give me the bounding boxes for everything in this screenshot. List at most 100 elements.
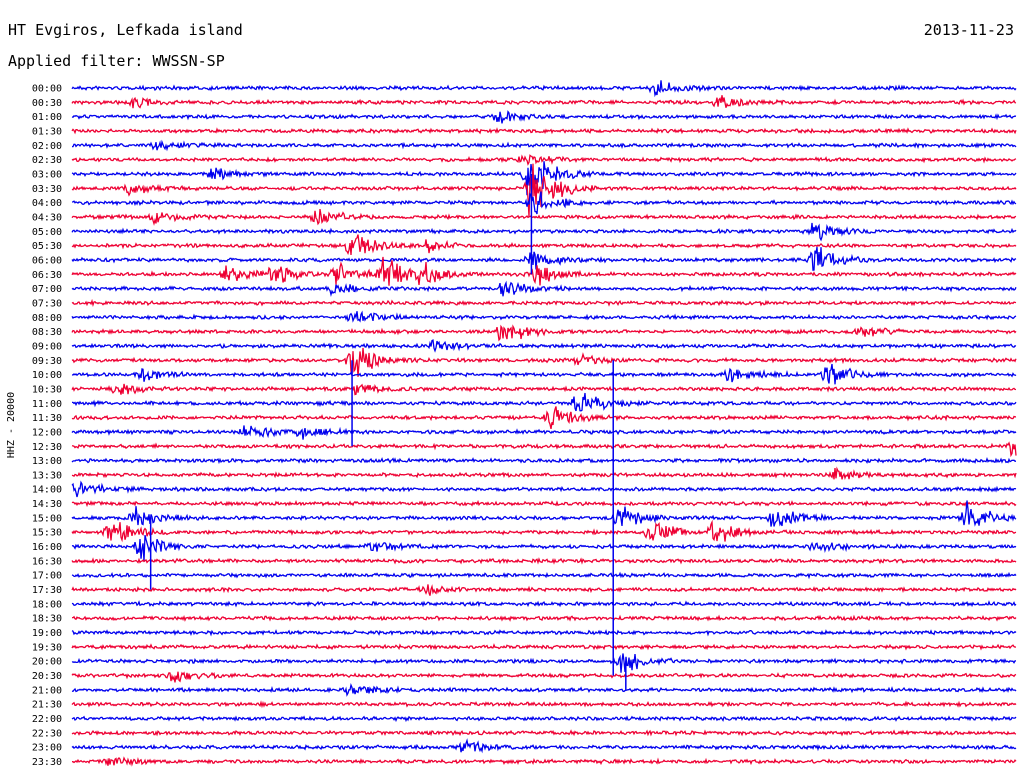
time-tick-label: 10:00 xyxy=(32,370,62,381)
trace-line xyxy=(71,682,1017,697)
time-tick-label: 00:00 xyxy=(32,84,62,95)
time-tick-label: 15:30 xyxy=(32,528,62,539)
station-title: HT Evgiros, Lefkada island xyxy=(8,21,243,39)
trace-line xyxy=(71,519,1017,543)
time-tick-label: 20:00 xyxy=(32,657,62,668)
trace-line xyxy=(71,653,1016,673)
time-tick-label: 06:30 xyxy=(32,270,62,281)
trace-line xyxy=(71,163,1017,217)
time-tick-label: 18:00 xyxy=(32,599,62,610)
trace-line xyxy=(71,441,1017,458)
time-tick-label: 09:30 xyxy=(32,356,62,367)
time-tick-label: 00:30 xyxy=(32,98,62,109)
trace-line xyxy=(71,671,1017,683)
trace-group xyxy=(71,80,1017,767)
channel-label: HHZ - 20000 xyxy=(6,392,17,458)
trace-line xyxy=(71,500,1017,527)
time-tick-label: 16:00 xyxy=(32,542,62,553)
trace-line xyxy=(71,127,1017,135)
trace-line xyxy=(71,110,1017,124)
trace-line xyxy=(71,161,1017,196)
spike-group xyxy=(149,173,627,690)
trace-line xyxy=(71,466,1017,481)
time-tick-label: 17:00 xyxy=(32,571,62,582)
time-tick-label: 12:30 xyxy=(32,442,62,453)
trace-line xyxy=(71,643,1017,651)
time-tick-label: 21:00 xyxy=(32,685,62,696)
trace-line xyxy=(71,95,1017,109)
trace-line xyxy=(71,324,1017,342)
time-tick-label: 13:30 xyxy=(32,470,62,481)
trace-line xyxy=(71,535,1017,562)
trace-line xyxy=(71,715,1017,723)
time-tick-label: 15:00 xyxy=(32,513,62,524)
time-tick-label: 14:00 xyxy=(32,485,62,496)
trace-line xyxy=(71,614,1017,622)
time-tick-label: 19:30 xyxy=(32,642,62,653)
time-tick-group: 00:00 00:30 01:00 01:30 02:00 02:30 03:00 03:30… xyxy=(32,84,62,769)
trace-line xyxy=(71,629,1017,637)
trace-line xyxy=(71,738,1017,754)
trace-line xyxy=(71,310,1017,323)
time-tick-label: 22:00 xyxy=(32,714,62,725)
time-tick-label: 03:00 xyxy=(32,169,62,180)
trace-line xyxy=(71,729,1017,737)
time-tick-label: 14:30 xyxy=(32,499,62,510)
time-tick-label: 07:30 xyxy=(32,298,62,309)
trace-line xyxy=(71,480,1017,498)
trace-line xyxy=(72,392,1017,412)
trace-line xyxy=(71,347,1017,377)
trace-line xyxy=(71,339,1017,353)
time-tick-label: 12:00 xyxy=(32,427,62,438)
trace-line xyxy=(71,499,1017,508)
time-tick-label: 11:30 xyxy=(32,413,62,424)
trace-line xyxy=(71,256,1017,286)
time-tick-label: 18:30 xyxy=(32,614,62,625)
time-tick-label: 05:00 xyxy=(32,227,62,238)
trace-line xyxy=(71,154,1017,166)
time-tick-label: 19:00 xyxy=(32,628,62,639)
date-label: 2013-11-23 xyxy=(923,21,1014,39)
time-tick-label: 04:30 xyxy=(32,212,62,223)
time-tick-label: 02:30 xyxy=(32,155,62,166)
trace-line xyxy=(71,234,1017,256)
time-tick-label: 23:30 xyxy=(32,757,62,768)
time-tick-label: 11:00 xyxy=(32,399,62,410)
trace-line xyxy=(71,222,1017,242)
trace-line xyxy=(71,584,1017,596)
time-tick-label: 05:30 xyxy=(32,241,62,252)
trace-line xyxy=(71,600,1017,608)
trace-line xyxy=(71,191,1017,215)
trace-line xyxy=(71,700,1017,709)
trace-line xyxy=(71,406,1017,430)
trace-line xyxy=(71,363,1017,385)
time-tick-label: 04:00 xyxy=(32,198,62,209)
time-tick-label: 03:30 xyxy=(32,184,62,195)
time-tick-label: 21:30 xyxy=(32,700,62,711)
time-tick-label: 17:30 xyxy=(32,585,62,596)
trace-line xyxy=(72,139,1017,152)
time-tick-label: 01:30 xyxy=(32,126,62,137)
time-tick-label: 22:30 xyxy=(32,728,62,739)
trace-line xyxy=(71,383,1017,396)
time-tick-label: 08:30 xyxy=(32,327,62,338)
trace-line xyxy=(71,208,1017,226)
time-tick-label: 13:00 xyxy=(32,456,62,467)
trace-line xyxy=(71,298,1017,307)
trace-line xyxy=(72,756,1017,767)
time-tick-label: 09:00 xyxy=(32,341,62,352)
time-tick-label: 16:30 xyxy=(32,556,62,567)
time-tick-label: 01:00 xyxy=(32,112,62,123)
trace-line xyxy=(71,246,1017,271)
trace-line xyxy=(71,425,1017,440)
trace-line xyxy=(71,80,1017,98)
time-tick-label: 23:00 xyxy=(32,743,62,754)
trace-line xyxy=(71,456,1016,465)
trace-line xyxy=(71,557,1017,565)
time-tick-label: 07:00 xyxy=(32,284,62,295)
trace-line xyxy=(71,571,1017,580)
time-tick-label: 10:30 xyxy=(32,384,62,395)
filter-subtitle: Applied filter: WWSSN-SP xyxy=(8,52,225,70)
time-tick-label: 02:00 xyxy=(32,141,62,152)
